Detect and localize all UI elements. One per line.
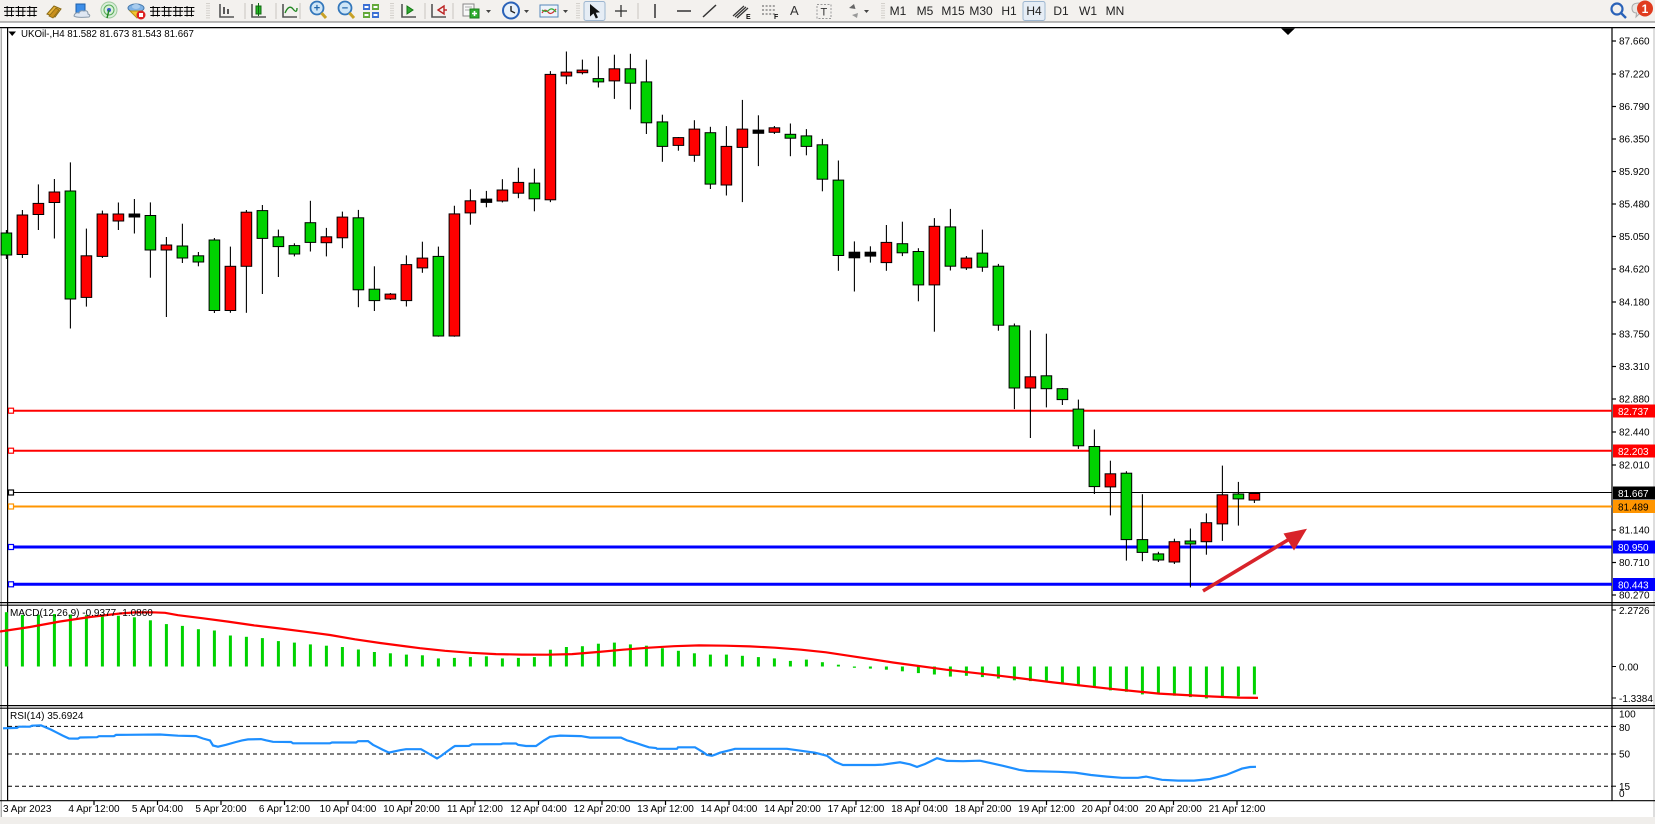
svg-text:12 Apr 20:00: 12 Apr 20:00 [574, 804, 631, 815]
svg-text:H4: H4 [1026, 4, 1042, 18]
svg-text:T: T [821, 7, 828, 19]
svg-text:87.660: 87.660 [1619, 37, 1650, 48]
svg-text:85.480: 85.480 [1619, 200, 1650, 211]
svg-text:1: 1 [1642, 2, 1649, 16]
svg-text:81.489: 81.489 [1618, 502, 1649, 513]
svg-text:11 Apr 12:00: 11 Apr 12:00 [447, 804, 503, 815]
svg-text:82.010: 82.010 [1619, 461, 1650, 472]
svg-text:80.443: 80.443 [1618, 580, 1649, 591]
svg-text:MACD(12,26,9) -0.9377 -1.0860: MACD(12,26,9) -0.9377 -1.0860 [10, 608, 153, 619]
svg-text:10 Apr 04:00: 10 Apr 04:00 [320, 804, 377, 815]
svg-text:82.203: 82.203 [1618, 447, 1649, 458]
svg-text:18 Apr 20:00: 18 Apr 20:00 [955, 804, 1012, 815]
svg-text:18 Apr 04:00: 18 Apr 04:00 [891, 804, 948, 815]
svg-text:MN: MN [1106, 4, 1125, 18]
svg-text:21 Apr 12:00: 21 Apr 12:00 [1209, 804, 1266, 815]
svg-text:83.310: 83.310 [1619, 362, 1650, 373]
svg-text:85.920: 85.920 [1619, 167, 1650, 178]
svg-text:80.950: 80.950 [1618, 543, 1649, 554]
svg-text:84.180: 84.180 [1619, 298, 1650, 309]
svg-text:F: F [774, 14, 779, 21]
svg-text:84.620: 84.620 [1619, 265, 1650, 276]
svg-text:D1: D1 [1053, 4, 1069, 18]
svg-text:H1: H1 [1001, 4, 1017, 18]
svg-text:M30: M30 [969, 4, 993, 18]
svg-text:15: 15 [1619, 782, 1631, 793]
svg-text:0: 0 [1619, 789, 1625, 800]
svg-text:W1: W1 [1079, 4, 1097, 18]
svg-text:2.2726: 2.2726 [1619, 606, 1650, 617]
svg-text:0.00: 0.00 [1619, 663, 1639, 674]
svg-text:14 Apr 20:00: 14 Apr 20:00 [764, 804, 821, 815]
svg-text:UKOil-,H4 81.582 81.673 81.54: UKOil-,H4 81.582 81.673 81.543 81.667 [21, 29, 194, 40]
svg-text:80.710: 80.710 [1619, 558, 1650, 569]
svg-text:100: 100 [1619, 710, 1636, 721]
svg-text:+: + [314, 3, 320, 15]
svg-text:M1: M1 [890, 4, 907, 18]
svg-text:6 Apr 12:00: 6 Apr 12:00 [259, 804, 311, 815]
svg-text:82.737: 82.737 [1618, 407, 1649, 418]
svg-text:20 Apr 04:00: 20 Apr 04:00 [1082, 804, 1139, 815]
svg-text:12 Apr 04:00: 12 Apr 04:00 [510, 804, 567, 815]
svg-text:80.270: 80.270 [1619, 591, 1650, 602]
svg-text:50: 50 [1619, 750, 1631, 761]
svg-text:M5: M5 [917, 4, 934, 18]
svg-text:10 Apr 20:00: 10 Apr 20:00 [383, 804, 440, 815]
svg-text:82.880: 82.880 [1619, 395, 1650, 406]
svg-text:86.790: 86.790 [1619, 102, 1650, 113]
svg-text:14 Apr 04:00: 14 Apr 04:00 [701, 804, 758, 815]
svg-text:81.140: 81.140 [1619, 526, 1650, 537]
svg-text:13 Apr 12:00: 13 Apr 12:00 [637, 804, 694, 815]
svg-text:-1.3384: -1.3384 [1619, 694, 1653, 705]
svg-text:82.440: 82.440 [1619, 428, 1650, 439]
svg-text:85.050: 85.050 [1619, 232, 1650, 243]
svg-text:20 Apr 20:00: 20 Apr 20:00 [1145, 804, 1202, 815]
svg-text:83.750: 83.750 [1619, 330, 1650, 341]
svg-text:81.667: 81.667 [1618, 489, 1649, 500]
svg-text:E: E [746, 14, 751, 21]
svg-text:87.220: 87.220 [1619, 70, 1650, 81]
svg-text:5 Apr 04:00: 5 Apr 04:00 [132, 804, 184, 815]
svg-text:5 Apr 20:00: 5 Apr 20:00 [195, 804, 247, 815]
svg-text:M15: M15 [941, 4, 965, 18]
svg-text:19 Apr 12:00: 19 Apr 12:00 [1018, 804, 1075, 815]
svg-text:RSI(14) 35.6924: RSI(14) 35.6924 [10, 711, 84, 722]
svg-text:−: − [342, 3, 348, 15]
svg-text:86.350: 86.350 [1619, 135, 1650, 146]
svg-text:3 Apr 2023: 3 Apr 2023 [3, 804, 52, 815]
svg-text:80: 80 [1619, 723, 1631, 734]
svg-text:A: A [790, 3, 799, 18]
svg-text:4 Apr 12:00: 4 Apr 12:00 [68, 804, 120, 815]
svg-text:17 Apr 12:00: 17 Apr 12:00 [828, 804, 885, 815]
